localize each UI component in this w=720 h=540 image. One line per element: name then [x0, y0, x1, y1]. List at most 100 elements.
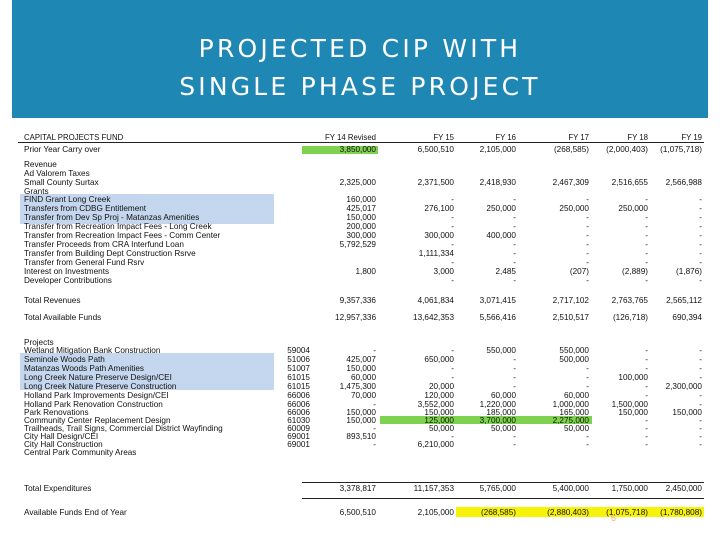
cell-value: 400,000 [486, 231, 516, 240]
cell-value: - [699, 391, 702, 400]
total-row: Total Available Funds 12,957,336 13,642,… [18, 313, 704, 322]
cell-value: 650,000 [424, 355, 454, 364]
row-label: Matanzas Woods Path Amenities [24, 364, 144, 373]
table-row: Community Center Replacement Design 6103… [18, 416, 704, 425]
cell-value: - [586, 276, 589, 285]
table-row: Transfer from Building Dept Construction… [18, 249, 704, 258]
cell-value: - [645, 440, 648, 449]
cell-value: - [645, 213, 648, 222]
project-code: 51007 [287, 364, 310, 373]
cell-value: - [699, 400, 702, 409]
cell-value: - [645, 364, 648, 373]
cell-value: - [699, 373, 702, 382]
cell-value: (126,718) [612, 313, 648, 322]
cell-value: 60,000 [490, 391, 516, 400]
cell-value: 1,111,334 [418, 249, 454, 258]
cell-value: - [645, 258, 648, 267]
cell-value: - [645, 391, 648, 400]
cell-value: 4,061,834 [417, 296, 454, 305]
cell-value: - [586, 382, 589, 391]
project-code: 66006 [287, 400, 310, 409]
cell-value: 13,642,353 [413, 313, 454, 322]
cell-value: (1,075,718) [660, 145, 702, 154]
table-row: Trailheads, Trail Signs, Commercial Dist… [18, 424, 704, 433]
cell-value: (207) [569, 267, 589, 276]
row-label: Total Expenditures [24, 484, 92, 493]
project-code: 61015 [287, 373, 310, 382]
cell-value: 100,000 [618, 373, 648, 382]
cell-value: 160,000 [346, 195, 376, 204]
header-rule [18, 142, 704, 143]
table-row: Developer Contributions - - - - - [18, 276, 704, 285]
slide-title: PROJECTED CIP WITH SINGLE PHASE PROJECT [12, 30, 708, 106]
total-row: Total Revenues 9,357,336 4,061,834 3,071… [18, 296, 704, 305]
cell-value: - [645, 231, 648, 240]
project-code: 61030 [287, 416, 310, 425]
cell-value: 425,017 [346, 204, 376, 213]
cell-value: 2,371,500 [417, 178, 454, 187]
row-label: Ad Valorem Taxes [24, 169, 90, 178]
cell-value: 150,000 [346, 364, 376, 373]
cell-value: 5,566,416 [479, 313, 516, 322]
end-year-highlight [456, 507, 704, 517]
table-row: Seminole Woods Path 51006 425,007 650,00… [18, 355, 704, 364]
cell-value: 200,000 [346, 222, 376, 231]
cell-value: 60,000 [350, 373, 376, 382]
table-row: Ad Valorem Taxes [18, 169, 704, 178]
row-label: Central Park Community Areas [24, 448, 137, 457]
cell-value: 6,500,510 [417, 145, 454, 154]
carry-over-highlight [302, 146, 378, 154]
table-row: Long Creek Nature Preserve Design/CEI 61… [18, 373, 704, 382]
row-label: Community Center Replacement Design [24, 416, 171, 425]
cell-value: - [513, 355, 516, 364]
cell-value: - [373, 346, 376, 355]
cell-value: - [645, 416, 648, 425]
col-header: FY 16 [495, 133, 516, 142]
cell-value: - [586, 231, 589, 240]
cell-value: 2,325,000 [339, 178, 376, 187]
cell-value: 2,485 [495, 267, 517, 276]
project-code: 61015 [287, 382, 310, 391]
cell-value: - [645, 432, 648, 441]
cell-value: 60,000 [563, 391, 589, 400]
cell-value: 250,000 [559, 204, 589, 213]
cell-value: 5,400,000 [552, 484, 589, 493]
cell-value: 150,000 [346, 416, 376, 425]
cell-value: - [586, 258, 589, 267]
cell-value: - [513, 222, 516, 231]
cell-value: 2,105,000 [417, 508, 454, 517]
cell-value: 550,000 [486, 346, 516, 355]
table-row: FIND Grant Long Creek 160,000 - - - - - [18, 195, 704, 204]
cell-value: 3,000 [433, 267, 455, 276]
cell-value: 425,007 [346, 355, 376, 364]
cell-value: - [645, 276, 648, 285]
cell-value: - [451, 240, 454, 249]
table-row: Transfer from General Fund Rsrv - - - - … [18, 258, 704, 267]
cell-value: (2,889) [622, 267, 648, 276]
cell-value: - [451, 364, 454, 373]
cell-value: 150,000 [424, 408, 454, 417]
cell-value: - [699, 416, 702, 425]
cell-value: - [513, 440, 516, 449]
cell-value: 2,717,102 [552, 296, 589, 305]
row-label: Holland Park Improvements Design/CEI [24, 391, 169, 400]
row-label: Transfer from Dev Sp Proj - Matanzas Ame… [24, 213, 200, 222]
cell-value: 1,750,000 [611, 484, 648, 493]
cell-value: 50,000 [428, 424, 454, 433]
table-row: Transfer from Dev Sp Proj - Matanzas Ame… [18, 213, 704, 222]
cell-value: (2,000,403) [606, 145, 648, 154]
cell-value: 125,000 [424, 416, 454, 425]
cell-value: 250,000 [486, 204, 516, 213]
cell-value: 690,394 [672, 313, 702, 322]
cell-value: 12,957,336 [335, 313, 376, 322]
cell-value: - [645, 222, 648, 231]
projects-highlight [20, 353, 274, 390]
cell-value: - [699, 213, 702, 222]
table-row: Holland Park Renovation Construction 660… [18, 400, 704, 409]
cell-value: - [586, 432, 589, 441]
cell-value: - [699, 424, 702, 433]
row-label: Transfer from General Fund Rsrv [24, 258, 145, 267]
cell-value: - [373, 400, 376, 409]
col-header: FY 15 [433, 133, 454, 142]
cell-value: 2,450,000 [665, 484, 702, 493]
